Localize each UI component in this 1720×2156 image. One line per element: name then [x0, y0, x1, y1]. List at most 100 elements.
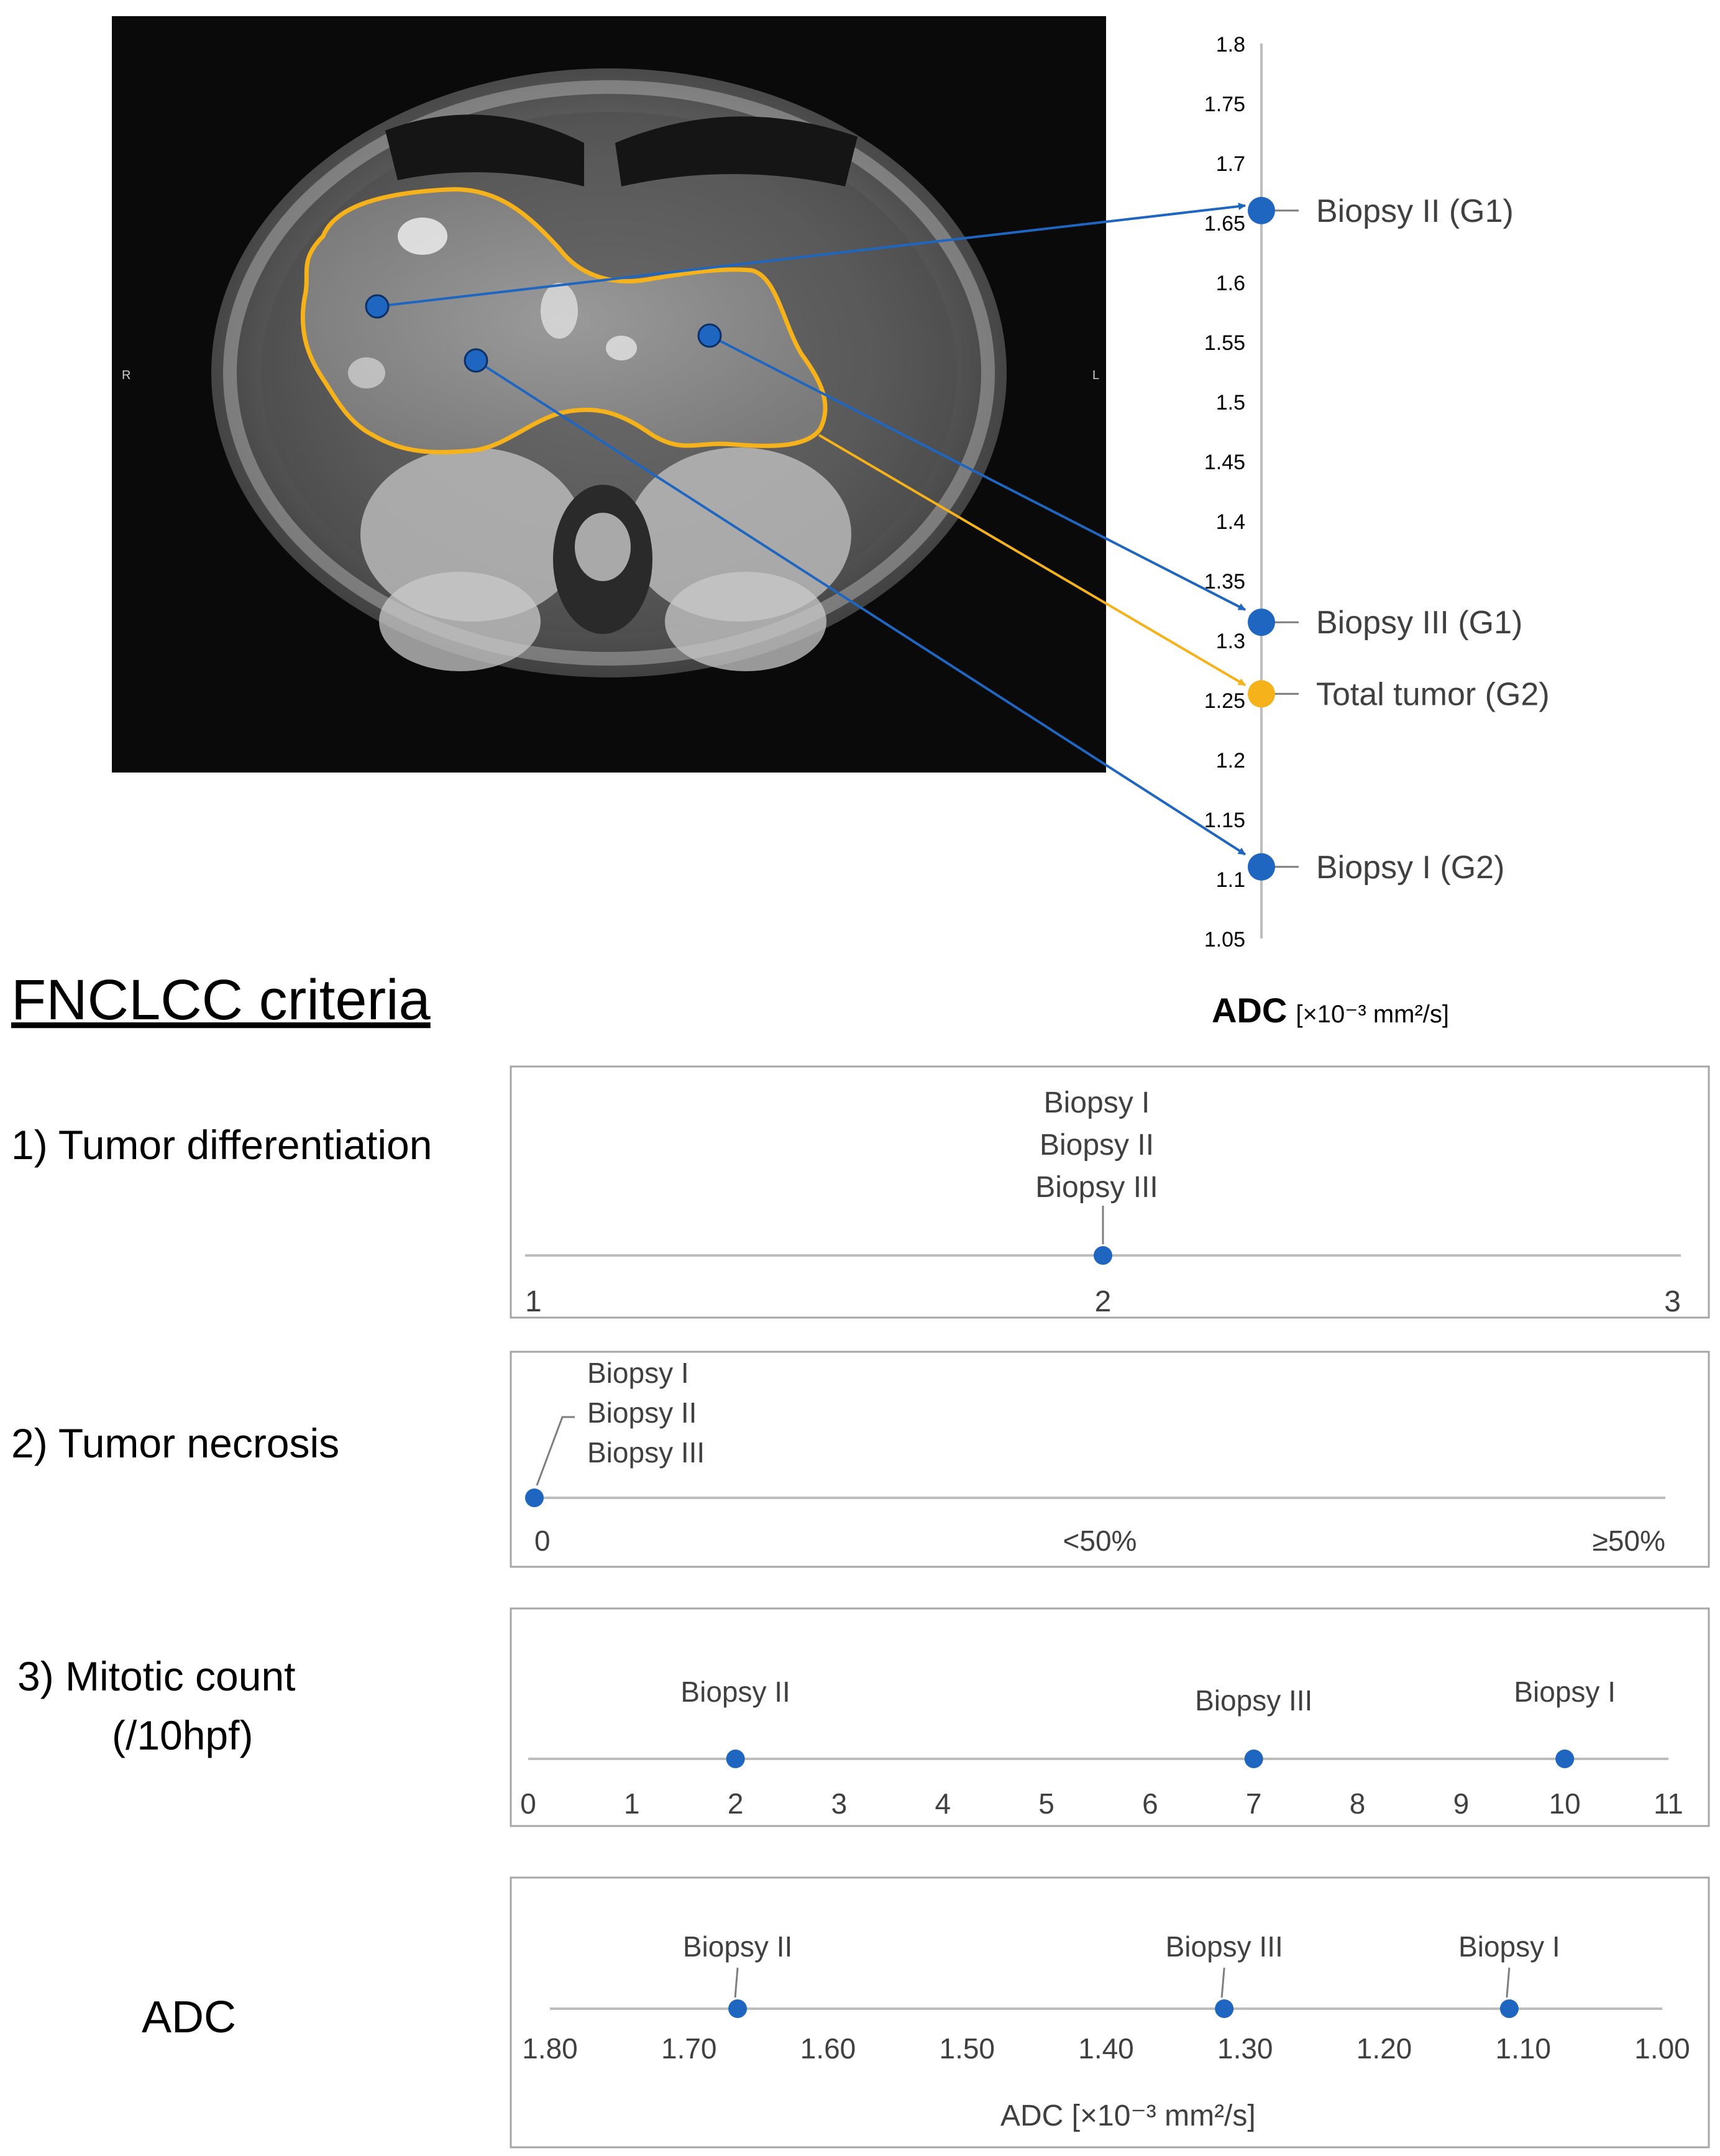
tumor-roi-contour	[300, 187, 828, 454]
panel-tick-label: 3	[1664, 1285, 1681, 1318]
panel-tick-label: 5	[1038, 1787, 1054, 1820]
panel-tick-label: 1.80	[522, 2032, 578, 2065]
adc-vertical-tick-label: 1.5	[1216, 391, 1245, 415]
panel-point-leader	[1220, 1967, 1225, 1998]
panel-tick-label: 4	[935, 1787, 951, 1820]
adc-vertical-tick-label: 1.8	[1216, 33, 1245, 57]
panel-tick-label: 2	[1095, 1285, 1112, 1318]
panel-point	[726, 1750, 745, 1768]
mri-muscle-right	[628, 447, 851, 622]
adc-horizontal-xlabel: ADC [×10⁻³ mm²/s]	[1000, 2099, 1256, 2132]
panel-mitotic	[510, 1607, 1710, 1827]
mri-side-label-right: R	[122, 369, 130, 382]
mri-back-muscle-left	[379, 572, 541, 671]
panel-point-leader	[536, 1416, 575, 1486]
adc-vertical-point	[1248, 853, 1275, 881]
panel-point-label: Biopsy I	[1044, 1086, 1150, 1119]
panel-point-label: Biopsy II	[587, 1397, 697, 1429]
adc-vertical-tick-label: 1.65	[1204, 212, 1245, 236]
adc-axis-title: ADC [×10⁻³ mm²/s]	[1212, 991, 1449, 1030]
adc-vertical-tick-label: 1.1	[1216, 868, 1245, 892]
panel-point-label: Biopsy III	[1195, 1684, 1312, 1717]
adc-vertical-point-label: Biopsy I (G2)	[1316, 850, 1504, 886]
mri-fat-rim	[223, 80, 995, 666]
adc-vertical-tick-label: 1.35	[1204, 570, 1245, 594]
panel-tick-label: 2	[728, 1787, 744, 1820]
panel-point-label: Biopsy I	[1514, 1676, 1616, 1708]
mri-image: R L	[112, 16, 1106, 773]
panel-point-label: Biopsy III	[1166, 1930, 1283, 1963]
panel-point	[1244, 1750, 1263, 1768]
panel-tick-label: 6	[1142, 1787, 1158, 1820]
row-label-adc: ADC	[142, 1993, 236, 2042]
mri-back-muscle-right	[665, 572, 826, 671]
panel-tick-label: 0	[534, 1525, 551, 1557]
biopsy-connector-arrow	[377, 203, 1246, 308]
panel-point-label: Biopsy I	[1458, 1930, 1560, 1963]
panel-point-label: Biopsy I	[587, 1357, 689, 1389]
panel-tick-label: 1.40	[1078, 2032, 1134, 2065]
panel-necrosis	[510, 1351, 1710, 1568]
panel-point	[1499, 1999, 1519, 2018]
adc-vertical-axis-chart: 1.8 1.75 1.7 1.65 1.6 1.55 1.5 1.45 1.4 1.35 1.3 1.…	[1204, 33, 1550, 952]
mri-side-label-left: L	[1092, 369, 1099, 382]
adc-vertical-tick-label: 1.7	[1216, 152, 1245, 176]
adc-vertical-point	[1248, 196, 1275, 224]
adc-vertical-tick-label: 1.55	[1204, 331, 1245, 355]
adc-vertical-point	[1248, 608, 1275, 636]
total-tumor-connector-arrow	[818, 434, 1247, 687]
panel-point	[728, 1999, 748, 2018]
panel-adc	[510, 1876, 1710, 2149]
panel-tick-label: 11	[1654, 1787, 1683, 1820]
mri-bright-spot	[606, 336, 637, 360]
panel-tick-label: 9	[1453, 1787, 1470, 1820]
panel-tick-label: ≥50%	[1593, 1525, 1665, 1557]
adc-vertical-tick-label: 1.05	[1204, 928, 1245, 952]
panel-point	[525, 1489, 544, 1507]
panel-tick-label: <50%	[1063, 1525, 1137, 1557]
panel-tick-label: 1.10	[1495, 2032, 1551, 2065]
row-label-differentiation: 1) Tumor differentiation	[11, 1122, 432, 1168]
panel-point-leader	[734, 1967, 739, 1998]
mri-bright-spot	[348, 357, 385, 388]
panel-tick-label: 3	[831, 1787, 848, 1820]
panel-point	[1555, 1750, 1575, 1768]
biopsy-connector-arrow	[709, 334, 1246, 611]
adc-vertical-tick-label: 1.45	[1204, 451, 1245, 474]
panel-tick-label: 0	[520, 1787, 536, 1820]
mri-dark-region-right	[615, 116, 858, 186]
adc-vertical-tick-label: 1.4	[1216, 510, 1245, 534]
adc-vertical-tick-label: 1.75	[1204, 93, 1245, 116]
row-label-mitotic: 3) Mitotic count	[17, 1653, 296, 1699]
mri-dark-region-left	[385, 114, 584, 186]
panel-tick-label: 1.70	[661, 2032, 717, 2065]
connector-arrows	[365, 203, 1247, 856]
row-label-necrosis: 2) Tumor necrosis	[11, 1420, 339, 1466]
adc-vertical-tick-label: 1.25	[1204, 689, 1245, 713]
panel-point-label: Biopsy III	[587, 1436, 705, 1469]
mri-bright-spot	[398, 218, 447, 255]
adc-vertical-tick-label: 1.6	[1216, 272, 1245, 295]
adc-vertical-point-label: Biopsy III (G1)	[1316, 605, 1522, 641]
biopsy-site-marker	[464, 348, 488, 373]
panel-tick-label: 8	[1350, 1787, 1366, 1820]
mri-muscle-left	[360, 447, 584, 622]
biopsy-site-marker	[365, 294, 390, 319]
adc-vertical-tick-label: 1.2	[1216, 749, 1245, 773]
panel-point-label: Biopsy II	[1040, 1129, 1154, 1162]
panel-point	[1215, 1999, 1234, 2018]
section-title: FNCLCC criteria	[11, 968, 431, 1032]
biopsy-site-marker	[697, 323, 722, 348]
adc-vertical-point	[1248, 680, 1275, 708]
panel-tick-label: 10	[1549, 1787, 1581, 1820]
mri-bright-spot	[541, 283, 578, 339]
panel-point-label: Biopsy II	[680, 1676, 790, 1708]
panel-tick-label: 1.00	[1634, 2032, 1690, 2065]
panel-point	[1094, 1246, 1112, 1265]
adc-vertical-tick-label: 1.15	[1204, 809, 1245, 832]
panel-point-label: Biopsy III	[1035, 1171, 1158, 1204]
adc-vertical-point-label: Biopsy II (G1)	[1316, 193, 1514, 229]
row-label-mitotic-unit: (/10hpf)	[112, 1712, 253, 1758]
panel-tick-label: 1.20	[1356, 2032, 1412, 2065]
